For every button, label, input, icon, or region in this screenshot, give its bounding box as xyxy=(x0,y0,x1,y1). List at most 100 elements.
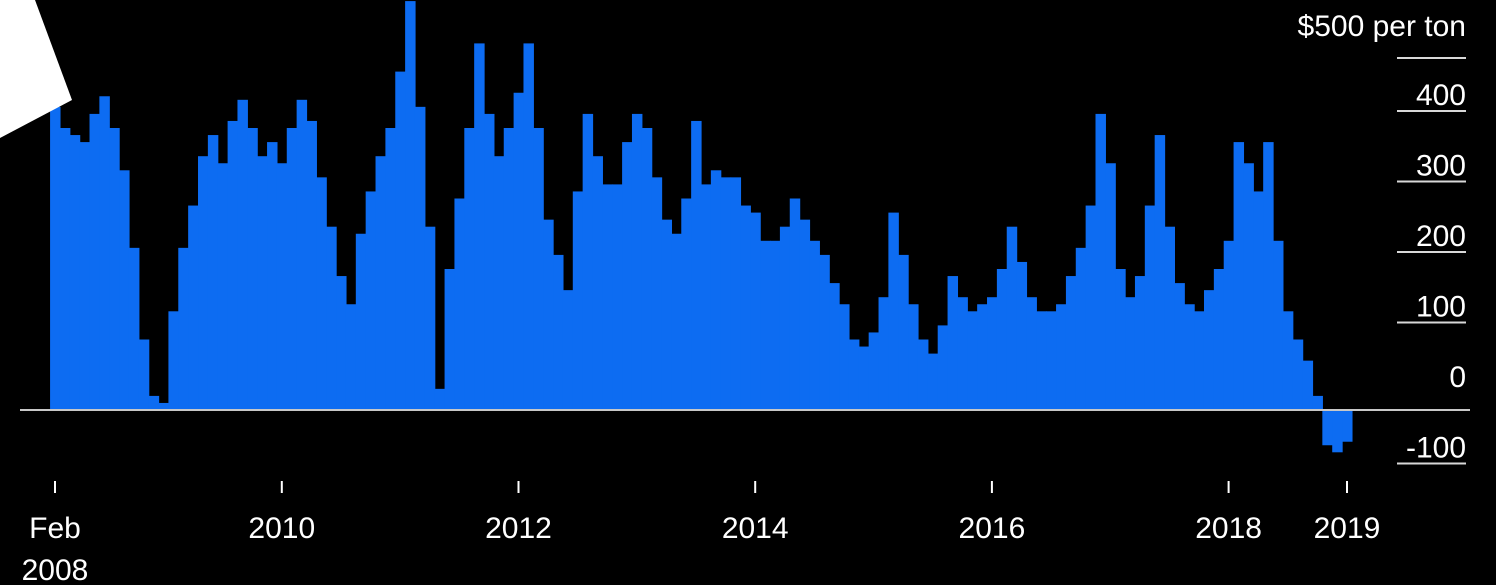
area-bar xyxy=(1302,360,1314,410)
area-bar xyxy=(1134,276,1146,410)
area-bar xyxy=(543,219,554,410)
area-bar xyxy=(1095,113,1106,411)
area-bar xyxy=(50,106,61,410)
area-bar xyxy=(720,177,732,410)
area-bar xyxy=(760,240,771,410)
area-bar xyxy=(138,339,150,410)
area-bar xyxy=(385,128,396,410)
area-bar xyxy=(464,128,475,410)
y-tick-label: 400 xyxy=(1416,79,1466,112)
area-bar xyxy=(878,297,889,410)
y-tick-label: 0 xyxy=(1449,361,1466,394)
x-tick-label: 2014 xyxy=(722,512,789,545)
x-tick-label: 2012 xyxy=(485,512,552,545)
area-bar xyxy=(641,128,653,410)
area-bar xyxy=(1006,226,1018,410)
area-bar xyxy=(1223,240,1235,410)
area-bar xyxy=(345,304,357,410)
area-bar xyxy=(661,219,673,410)
area-bar xyxy=(1273,240,1284,410)
area-bar xyxy=(316,177,327,410)
area-bar xyxy=(306,120,317,410)
area-bar xyxy=(414,106,426,410)
area-bar xyxy=(572,191,584,410)
area-bar xyxy=(622,142,633,410)
area-layer xyxy=(50,1,1353,453)
area-bar xyxy=(198,156,209,410)
area-bar xyxy=(1292,339,1304,410)
area-bar xyxy=(79,142,91,410)
y-tick-label: 300 xyxy=(1416,150,1466,183)
x-tick-label: 2010 xyxy=(248,512,315,545)
area-bar xyxy=(612,184,623,410)
area-bar xyxy=(365,191,377,410)
corner-triangle xyxy=(0,0,72,138)
y-axis: $500 per ton 400 300 200 100 0 -100 xyxy=(1298,10,1466,465)
area-bar xyxy=(858,346,870,410)
area-bar xyxy=(1312,395,1323,410)
area-bar xyxy=(799,219,811,410)
area-bar xyxy=(898,254,909,410)
area-bar xyxy=(1282,311,1294,410)
area-bar xyxy=(957,297,968,410)
area-bar xyxy=(868,332,880,410)
area-bar xyxy=(908,304,919,410)
x-tick-label: 2016 xyxy=(959,512,1026,545)
area-bar xyxy=(1065,276,1077,410)
area-bar xyxy=(602,184,613,410)
area-bar xyxy=(1233,142,1245,410)
area-bar xyxy=(434,388,446,410)
area-bar xyxy=(1184,304,1195,410)
area-bar xyxy=(375,156,386,410)
area-bar xyxy=(493,156,505,410)
area-bar xyxy=(582,113,594,411)
area-bar xyxy=(207,135,219,411)
area-bar xyxy=(1322,410,1333,446)
area-bar xyxy=(296,99,308,411)
area-bar xyxy=(1243,163,1254,410)
area-bar xyxy=(237,99,248,411)
area-bar xyxy=(474,43,485,411)
area-bar xyxy=(168,311,179,410)
area-bar xyxy=(1125,297,1136,410)
area-bar xyxy=(1046,311,1057,410)
x-tick-label-line2: 2008 xyxy=(22,554,89,585)
area-bar xyxy=(681,198,692,410)
area-bar xyxy=(454,198,465,410)
area-bar xyxy=(69,135,81,411)
area-bar xyxy=(444,269,456,410)
area-bar xyxy=(671,233,682,410)
area-bar xyxy=(740,205,751,410)
area-bar xyxy=(148,395,160,410)
area-bar xyxy=(424,226,436,410)
area-bar xyxy=(691,120,702,410)
area-bar xyxy=(158,402,170,410)
area-bar xyxy=(188,205,199,410)
y-tick-label: -100 xyxy=(1406,432,1466,465)
area-bar xyxy=(286,128,298,410)
area-bar xyxy=(513,92,525,410)
area-bar xyxy=(109,128,120,410)
area-bar xyxy=(701,184,712,410)
area-bar xyxy=(503,128,515,410)
area-bar xyxy=(848,339,860,410)
area-bar xyxy=(1164,226,1175,410)
area-bar xyxy=(227,120,239,410)
area-bar xyxy=(967,311,978,410)
area-bar xyxy=(1036,311,1047,410)
x-tick-label: Feb xyxy=(29,512,81,545)
area-bar xyxy=(770,240,781,410)
area-bar xyxy=(1085,205,1097,410)
y-tick-label: 100 xyxy=(1416,291,1466,324)
area-bar xyxy=(1342,410,1353,442)
area-bar xyxy=(355,233,367,410)
area-bar xyxy=(839,304,850,410)
area-bar xyxy=(276,163,288,410)
area-bar xyxy=(987,297,998,410)
area-bar xyxy=(257,156,268,410)
area-bar xyxy=(730,177,742,410)
area-bar xyxy=(710,170,722,410)
area-bar xyxy=(1105,163,1116,410)
area-bar xyxy=(484,113,495,411)
